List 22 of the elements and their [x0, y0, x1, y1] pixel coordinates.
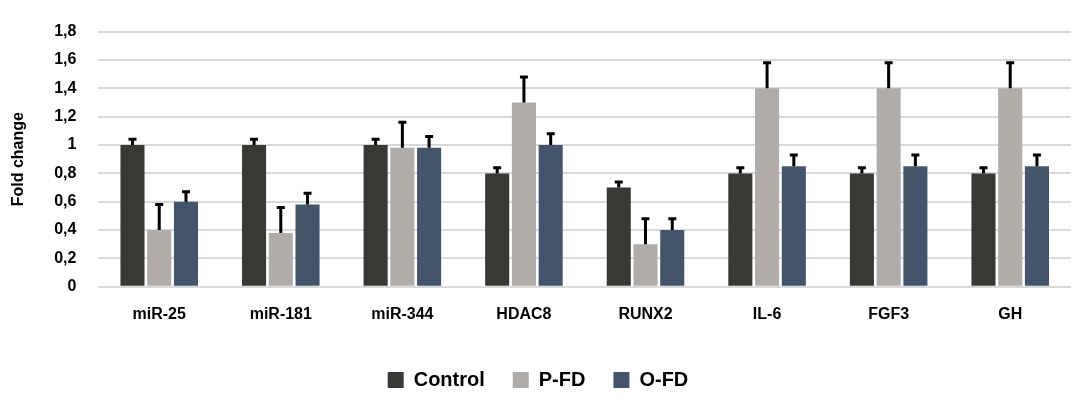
y-tick-label: 1: [67, 135, 77, 153]
x-tick-label: GH: [998, 304, 1023, 322]
y-tick-label: 0,8: [54, 163, 77, 181]
y-tick-label: 0,2: [54, 248, 77, 266]
y-tick-label: 0: [67, 277, 77, 295]
y-tick-label: 1,4: [54, 78, 77, 96]
y-axis-title: Fold change: [9, 111, 27, 207]
x-tick-label: miR-181: [249, 304, 313, 322]
y-tick-label: 1,6: [54, 50, 77, 68]
legend-label: O-FD: [639, 367, 689, 390]
x-tick-label: IL-6: [752, 304, 782, 322]
x-tick-label: HDAC8: [496, 304, 552, 322]
y-tick-label: 1,2: [54, 107, 77, 125]
x-tick-label: miR-25: [132, 304, 186, 322]
x-tick-label: RUNX2: [618, 304, 673, 322]
y-tick-label: 1,8: [54, 22, 77, 40]
legend-label: Control: [413, 367, 485, 390]
x-tick-label: FGF3: [868, 304, 910, 322]
x-tick-label: miR-344: [371, 304, 434, 322]
legend-label: P-FD: [538, 367, 586, 390]
y-tick-label: 0,6: [54, 192, 77, 210]
y-tick-label: 0,4: [54, 220, 77, 238]
